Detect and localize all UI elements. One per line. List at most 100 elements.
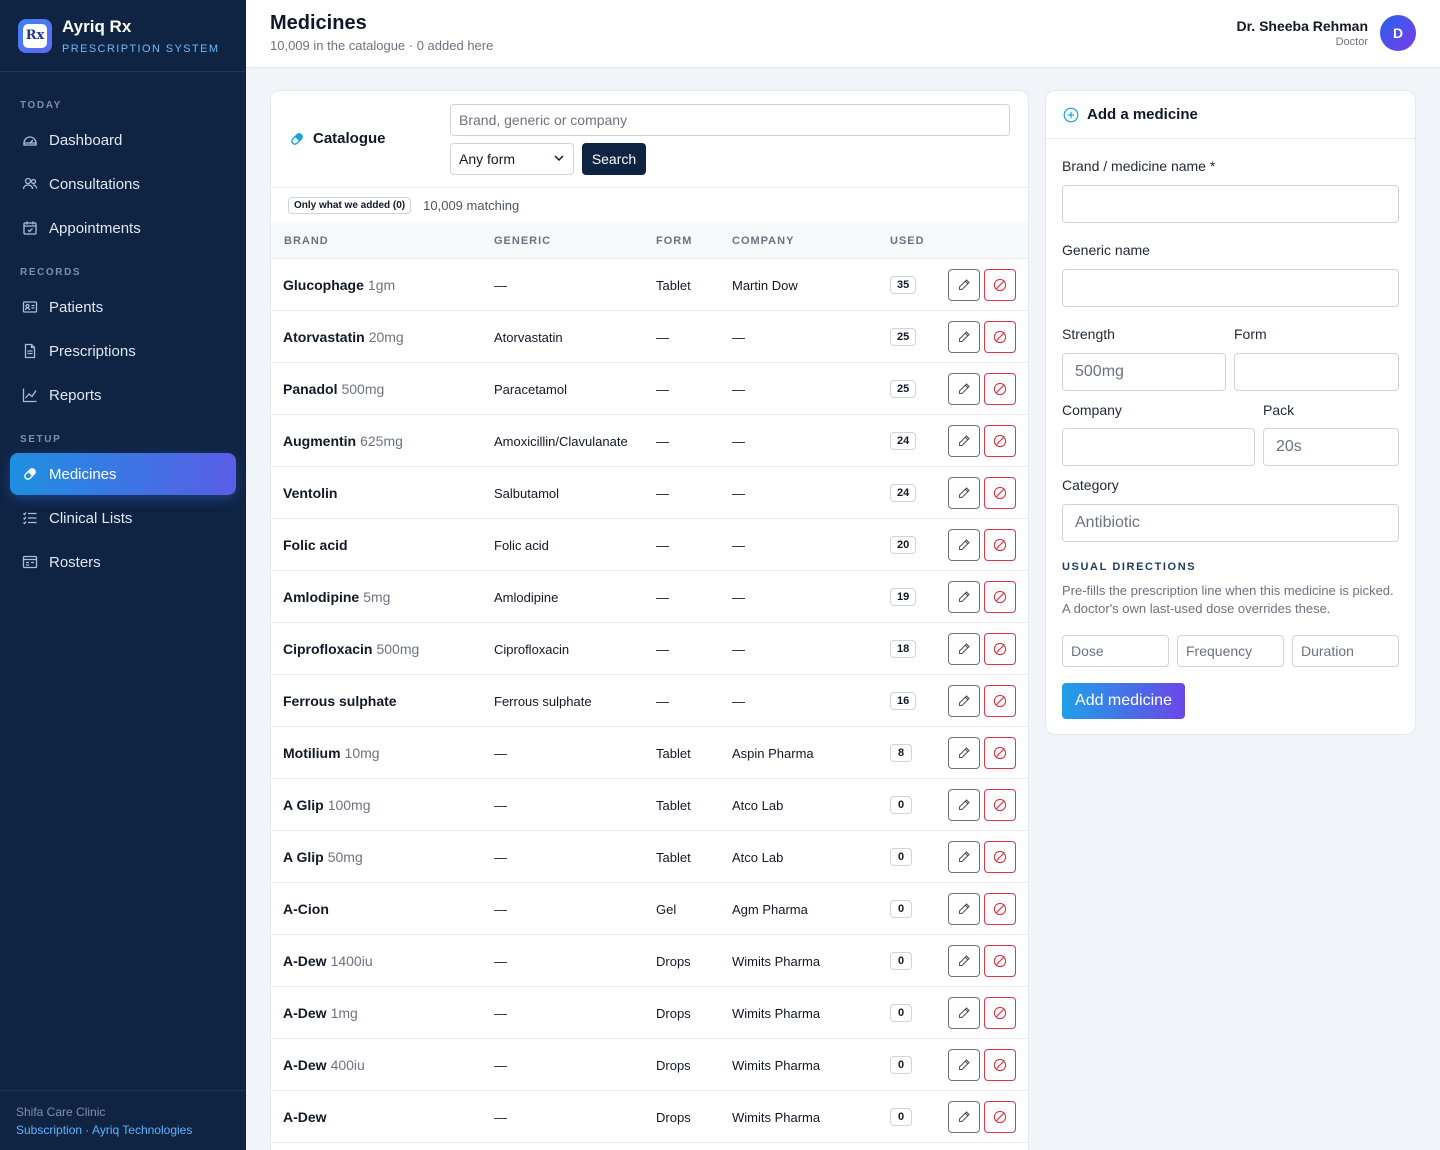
column-header-used[interactable]: USED: [890, 235, 925, 247]
disable-button[interactable]: [984, 789, 1016, 821]
table-row[interactable]: Ciprofloxacin 500mg Ciprofloxacin — —18: [271, 623, 1028, 675]
edit-button[interactable]: [948, 321, 980, 353]
disable-button[interactable]: [984, 633, 1016, 665]
edit-button[interactable]: [948, 633, 980, 665]
brand-strength: 100mg: [327, 797, 371, 813]
column-header-form[interactable]: FORM: [656, 235, 693, 247]
company-cell: —: [732, 693, 745, 709]
table-row[interactable]: A Glip 50mg — Tablet Atco Lab 0: [271, 831, 1028, 883]
disable-button[interactable]: [984, 945, 1016, 977]
sidebar-item-patients[interactable]: Patients: [10, 287, 236, 327]
table-row[interactable]: Folic acid Folic acid — — 20: [271, 519, 1028, 571]
table-row[interactable]: Augmentin 625mg Amoxicillin/Clavulanate — — 2…: [271, 415, 1028, 467]
table-row[interactable]: A Glip 100mg — Tablet Atco Lab 0: [271, 779, 1028, 831]
edit-button[interactable]: [948, 1049, 980, 1081]
company-field[interactable]: [1062, 428, 1255, 466]
disable-button[interactable]: [984, 477, 1016, 509]
disable-button[interactable]: [984, 425, 1016, 457]
form-cell: Tablet: [656, 849, 691, 865]
sidebar-item-reports[interactable]: Reports: [10, 375, 236, 415]
frequency-field[interactable]: [1177, 635, 1284, 667]
sidebar-item-medicines[interactable]: Medicines: [10, 453, 236, 495]
edit-button[interactable]: [948, 997, 980, 1029]
edit-button[interactable]: [948, 737, 980, 769]
table-row[interactable]: A-Cion — Gel Agm Pharma 0: [271, 883, 1028, 935]
column-header-company[interactable]: COMPANY: [732, 235, 795, 247]
category-field[interactable]: [1062, 504, 1399, 542]
edit-button[interactable]: [948, 893, 980, 925]
edit-button[interactable]: [948, 425, 980, 457]
column-header-generic[interactable]: GENERIC: [494, 235, 552, 247]
table-row[interactable]: A-Dew 1mg — Drops Wimits Pharma 0: [271, 987, 1028, 1039]
disable-button[interactable]: [984, 529, 1016, 561]
edit-button[interactable]: [948, 945, 980, 977]
brand-name-field[interactable]: [1062, 185, 1399, 223]
only-added-filter-chip[interactable]: Only what we added (0): [288, 196, 412, 214]
column-header-brand[interactable]: BRAND: [284, 235, 329, 247]
edit-button[interactable]: [948, 529, 980, 561]
used-cell: 19: [890, 571, 917, 623]
sidebar: Rx Ayriq Rx PRESCRIPTION SYSTEM TODAY Da…: [0, 0, 246, 1150]
footer-links[interactable]: Subscription · Ayriq Technologies: [16, 1123, 193, 1137]
ban-icon: [993, 538, 1007, 552]
sidebar-item-consultations[interactable]: Consultations: [10, 164, 236, 204]
disable-button[interactable]: [984, 373, 1016, 405]
disable-button[interactable]: [984, 321, 1016, 353]
generic-cell: —: [494, 1005, 507, 1021]
sidebar-item-rosters[interactable]: Rosters: [10, 542, 236, 582]
edit-button[interactable]: [948, 477, 980, 509]
avatar[interactable]: D: [1380, 15, 1416, 51]
brand-strength: 50mg: [327, 849, 363, 865]
sidebar-item-prescriptions[interactable]: Prescriptions: [10, 331, 236, 371]
search-input[interactable]: [450, 104, 1010, 136]
disable-button[interactable]: [984, 1101, 1016, 1133]
disable-button[interactable]: [984, 893, 1016, 925]
disable-button[interactable]: [984, 841, 1016, 873]
generic-name-field[interactable]: [1062, 269, 1399, 307]
used-count-badge: 0: [890, 1108, 912, 1126]
table-row[interactable]: Atorvastatin 20mg Atorvastatin — —25: [271, 311, 1028, 363]
brand[interactable]: Rx Ayriq Rx PRESCRIPTION SYSTEM: [0, 0, 246, 72]
edit-button[interactable]: [948, 373, 980, 405]
pencil-icon: [957, 486, 971, 500]
table-row[interactable]: A-Dew 1400iu — Drops Wimits Pharma 0: [271, 935, 1028, 987]
table-row[interactable]: Ferrous sulphate Ferrous sulphate — — 16: [271, 675, 1028, 727]
add-medicine-button[interactable]: Add medicine: [1062, 683, 1185, 719]
edit-button[interactable]: [948, 841, 980, 873]
disable-button[interactable]: [984, 269, 1016, 301]
chevron-down-icon: [553, 151, 565, 167]
table-row[interactable]: Motilium 10mg — Tablet Aspin Pharma 8: [271, 727, 1028, 779]
brand-name: A-Dew: [283, 1057, 327, 1073]
edit-button[interactable]: [948, 789, 980, 821]
table-row[interactable]: Glucophage 1gm — Tablet Martin Dow 35: [271, 259, 1028, 311]
disable-button[interactable]: [984, 581, 1016, 613]
table-row[interactable]: Amlodipine 5mg Amlodipine — —19: [271, 571, 1028, 623]
form-filter-select[interactable]: Any form: [450, 143, 574, 175]
sidebar-item-appointments[interactable]: Appointments: [10, 208, 236, 248]
pencil-icon: [957, 382, 971, 396]
used-cell: 35: [890, 259, 917, 311]
sidebar-item-dashboard[interactable]: Dashboard: [10, 120, 236, 160]
duration-field[interactable]: [1292, 635, 1399, 667]
edit-button[interactable]: [948, 1101, 980, 1133]
brand-cell: Ferrous sulphate: [283, 675, 397, 727]
table-row[interactable]: Panadol 500mg Paracetamol — — 25: [271, 363, 1028, 415]
disable-button[interactable]: [984, 685, 1016, 717]
pack-field[interactable]: [1263, 428, 1399, 466]
sidebar-item-clinical-lists[interactable]: Clinical Lists: [10, 498, 236, 538]
user-info[interactable]: Dr. Sheeba Rehman Doctor: [1237, 18, 1369, 48]
table-row[interactable]: A-Dew — Drops Wimits Pharma 0: [271, 1091, 1028, 1143]
strength-field[interactable]: [1062, 353, 1226, 391]
disable-button[interactable]: [984, 1049, 1016, 1081]
brand-name: Glucophage: [283, 277, 364, 293]
edit-button[interactable]: [948, 581, 980, 613]
edit-button[interactable]: [948, 269, 980, 301]
disable-button[interactable]: [984, 997, 1016, 1029]
form-field[interactable]: [1234, 353, 1399, 391]
disable-button[interactable]: [984, 737, 1016, 769]
table-row[interactable]: A-Dew 400iu — Drops Wimits Pharma 0: [271, 1039, 1028, 1091]
edit-button[interactable]: [948, 685, 980, 717]
table-row[interactable]: Ventolin Salbutamol — — 24: [271, 467, 1028, 519]
search-button[interactable]: Search: [582, 143, 646, 175]
dose-field[interactable]: [1062, 635, 1169, 667]
